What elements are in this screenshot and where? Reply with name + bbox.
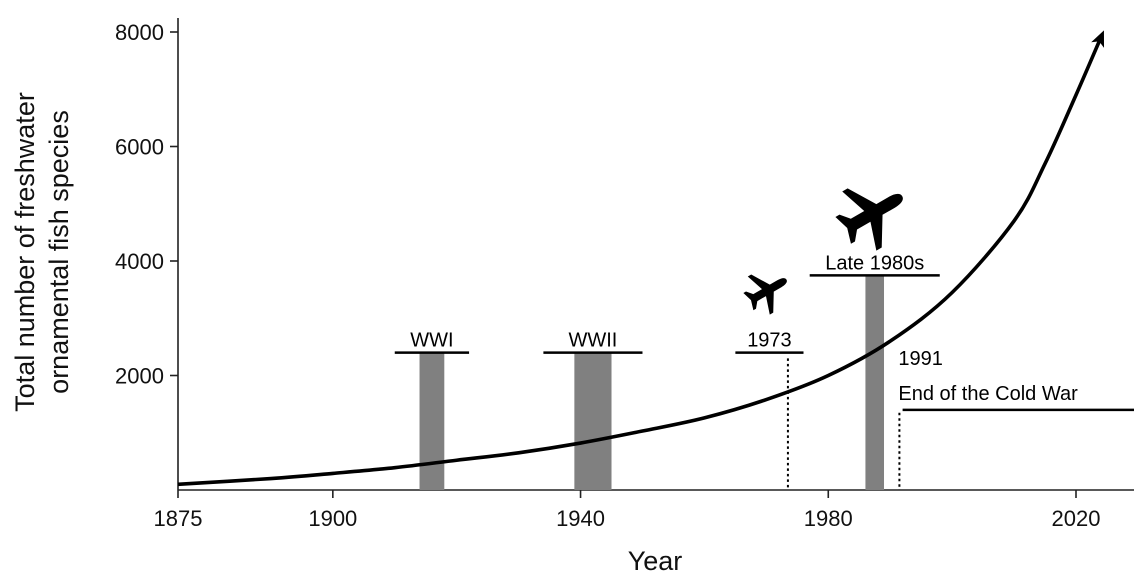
events: 1973 Late 1980s 1991 End of the Cold War [735, 188, 1134, 490]
periods: WWI WWII [394, 330, 643, 490]
event-sublabel: End of the Cold War [898, 383, 1078, 405]
period-bar [419, 352, 445, 490]
ticks: 2000 4000 6000 8000 1875 1900 1940 1980 2020 [115, 20, 1100, 531]
y-axis-title-line: Total number of freshwater [10, 92, 40, 412]
x-tick-label: 1875 [154, 506, 203, 531]
y-tick-label: 8000 [115, 20, 164, 45]
axes [177, 18, 1134, 491]
airplane-icon [835, 188, 903, 251]
event-label: Late 1980s [825, 252, 924, 274]
x-axis-title: Year [628, 546, 683, 576]
event-label: 1991 [898, 348, 943, 370]
series-line [177, 37, 1103, 487]
x-tick-label: 2020 [1052, 506, 1101, 531]
y-axis-title: Total number of freshwater ornamental fis… [10, 92, 74, 412]
y-tick-label: 6000 [115, 135, 164, 160]
x-tick-label: 1940 [556, 506, 605, 531]
period-label: WWII [569, 330, 618, 352]
y-tick-label: 4000 [115, 249, 164, 274]
period-bar [574, 352, 612, 490]
x-tick-label: 1980 [804, 506, 853, 531]
y-tick-label: 2000 [115, 364, 164, 389]
series-arrowhead [1091, 30, 1105, 48]
period-label: WWI [410, 330, 453, 352]
event-label: 1973 [747, 330, 792, 352]
y-axis-title-line: ornamental fish species [44, 110, 74, 394]
event-bar [865, 275, 885, 490]
series [177, 30, 1105, 487]
airplane-icon [743, 274, 787, 315]
x-tick-label: 1900 [308, 506, 357, 531]
